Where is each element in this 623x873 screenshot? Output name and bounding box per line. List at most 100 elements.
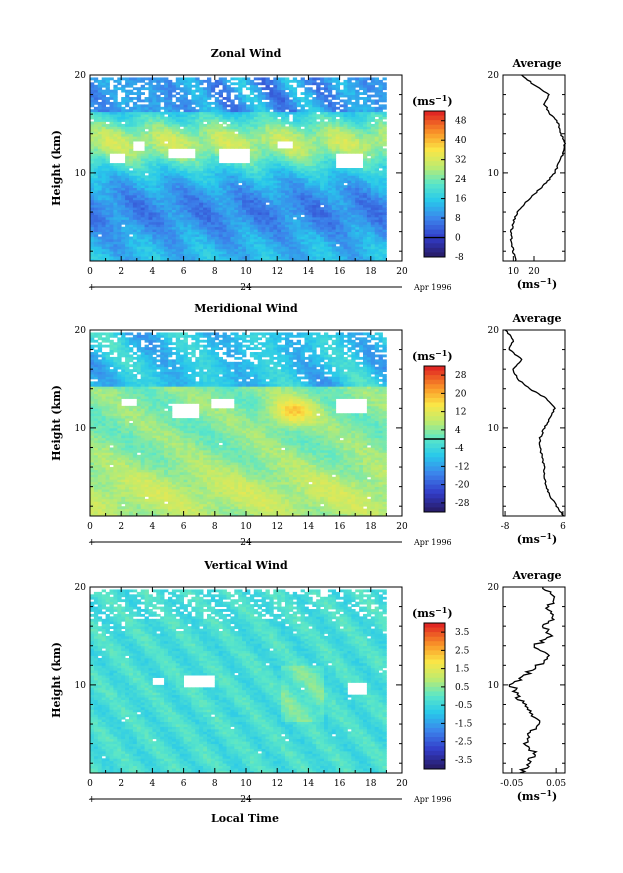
colorbar-tick-label: -4 [455,444,464,454]
date-label: Apr 1996 [413,283,452,292]
x-tick-label: 10 [240,267,252,277]
colorbar-swatch [424,165,445,171]
x-tick-label: 10 [240,779,252,789]
heatmap-cells [90,589,387,774]
y-tick-label: 20 [75,583,87,593]
x-tick-label: 12 [271,522,282,532]
colorbar-swatch [424,461,445,467]
colorbar-swatch [424,238,445,244]
x-tick-label: 2 [118,522,124,532]
profile-y-tick-label: 20 [488,71,500,81]
profile-x-tick-label: -0.05 [500,779,523,789]
colorbar-swatch [424,434,445,440]
colorbar-swatch [424,379,445,385]
colorbar-swatch [424,184,445,190]
colorbar-swatch [424,750,445,756]
colorbar-swatch [424,759,445,765]
profile-panel: Average 10 20 -8 6(ms−1) [488,312,567,546]
colorbar-swatch [424,161,445,167]
colorbar-swatch [424,475,445,481]
colorbar-swatch [424,120,445,126]
x-tick-label: 18 [365,779,377,789]
colorbar-tick-label: 12 [455,408,466,418]
x-tick-label: 16 [334,779,346,789]
x-tick-label: 8 [212,779,218,789]
colorbar-swatch [424,673,445,679]
colorbar-swatch [424,484,445,490]
colorbar-swatch [424,677,445,683]
x-tick-label: 10 [240,522,252,532]
colorbar-tick-label: 0 [455,234,461,244]
colorbar-swatch [424,746,445,752]
colorbar-swatch [424,654,445,660]
panel-title: Zonal Wind [211,47,282,60]
colorbar-swatch [424,727,445,733]
colorbar-swatch [424,696,445,702]
x-tick-label: 20 [396,522,408,532]
colorbar-unit-label: (ms−1) [412,93,453,108]
colorbar-swatch [424,206,445,212]
y-axis-label: Height (km) [50,642,63,718]
day-label: 24 [240,795,252,805]
x-tick-label: 4 [150,267,156,277]
x-tick-label: 18 [365,267,377,277]
x-tick-label: 0 [87,522,93,532]
colorbar-swatch [424,138,445,144]
colorbar: 28 20 12 4 -4 -12 -20 -28 [423,365,470,513]
colorbar: 48 40 32 24 16 8 0 -8 [423,110,467,263]
x-tick-label: 2 [118,779,124,789]
x-tick-label: 20 [396,267,408,277]
colorbar-swatch [424,393,445,399]
colorbar-swatch [424,709,445,715]
profile-title: Average [511,312,561,325]
profile-frame [502,329,566,517]
colorbar-swatch [424,443,445,449]
profile-panel: Average 10 20 -0.05 0.05(ms−1) [488,569,567,803]
y-tick-label: 10 [75,424,87,434]
colorbar-unit-label: (ms−1) [412,348,453,363]
colorbar-swatch [424,668,445,674]
colorbar-unit-label: (ms−1) [412,605,453,620]
date-label: Apr 1996 [413,795,452,804]
profile-title: Average [511,57,561,70]
colorbar-swatch [424,225,445,231]
colorbar-swatch [424,215,445,221]
colorbar-swatch [424,452,445,458]
colorbar-swatch [424,645,445,651]
colorbar-swatch [424,388,445,394]
profile-unit-label: (ms−1) [517,531,558,546]
colorbar-swatch [424,229,445,235]
colorbar-swatch [424,129,445,135]
colorbar-swatch [424,457,445,463]
x-tick-label: 14 [303,779,315,789]
colorbar-swatch [424,682,445,688]
colorbar-swatch [424,632,445,638]
colorbar-swatch [424,741,445,747]
date-axis-start-marker: + [88,538,96,548]
colorbar-swatch [424,507,445,513]
colorbar-swatch [424,737,445,743]
colorbar-swatch [424,429,445,435]
colorbar-swatch [424,641,445,647]
colorbar-swatch [424,659,445,665]
colorbar-swatch [424,220,445,226]
colorbar-tick-label: 3.5 [455,628,470,638]
colorbar: 3.5 2.5 1.5 0.5 -0.5 -1.5 -2.5 -3.5 [423,622,473,770]
colorbar-swatch [424,411,445,417]
profile-x-tick-label: 0.05 [546,779,566,789]
colorbar-tick-label: 0.5 [455,683,470,693]
colorbar-tick-label: 48 [455,117,467,127]
profile-y-tick-label: 10 [488,169,500,179]
colorbar-tick-label: 4 [455,426,461,436]
profile-curve [509,74,567,262]
colorbar-swatch [424,211,445,217]
colorbar-swatch [424,416,445,422]
colorbar-swatch [424,502,445,508]
date-axis-start-marker: + [88,795,96,805]
day-label: 24 [240,538,252,548]
colorbar-tick-label: -2.5 [455,738,473,748]
x-tick-label: 8 [212,522,218,532]
